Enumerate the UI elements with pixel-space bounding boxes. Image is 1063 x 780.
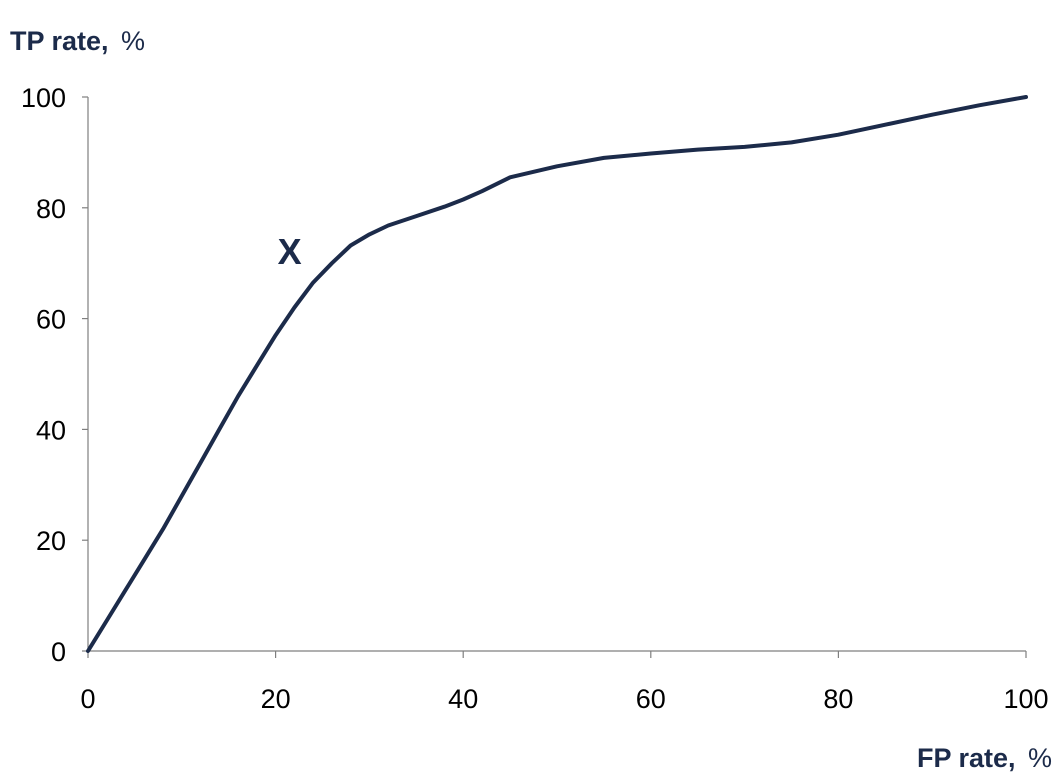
axes xyxy=(87,97,1026,652)
series-line xyxy=(86,95,1028,653)
x-tick-label: 100 xyxy=(1003,684,1048,714)
ticks: 0 20 40 60 80 100 0 20 40 60 80 100 xyxy=(21,83,1049,714)
x-axis-title-bold: FP rate, xyxy=(917,743,1016,773)
x-tick-label: 60 xyxy=(636,684,666,714)
annotations: X xyxy=(278,231,302,272)
x-axis-title: FP rate, % xyxy=(917,743,1052,773)
y-tick-label: 20 xyxy=(36,526,66,556)
y-tick-label: 0 xyxy=(51,637,66,667)
x-tick-label: 0 xyxy=(80,684,95,714)
y-tick-label: 100 xyxy=(21,83,66,113)
y-axis-title-bold: TP rate, xyxy=(10,26,109,56)
y-axis-title: TP rate, % xyxy=(10,26,145,56)
x-axis-title-unit: % xyxy=(1028,743,1052,773)
point-marker-x: X xyxy=(278,231,302,272)
y-axis-title-unit: % xyxy=(121,26,145,56)
series-layer xyxy=(86,95,1028,653)
x-tick-label: 80 xyxy=(823,684,853,714)
x-tick-label: 20 xyxy=(261,684,291,714)
y-tick-label: 40 xyxy=(36,415,66,445)
y-tick-label: 60 xyxy=(36,305,66,335)
y-tick-label: 80 xyxy=(36,194,66,224)
x-tick-label: 40 xyxy=(448,684,478,714)
